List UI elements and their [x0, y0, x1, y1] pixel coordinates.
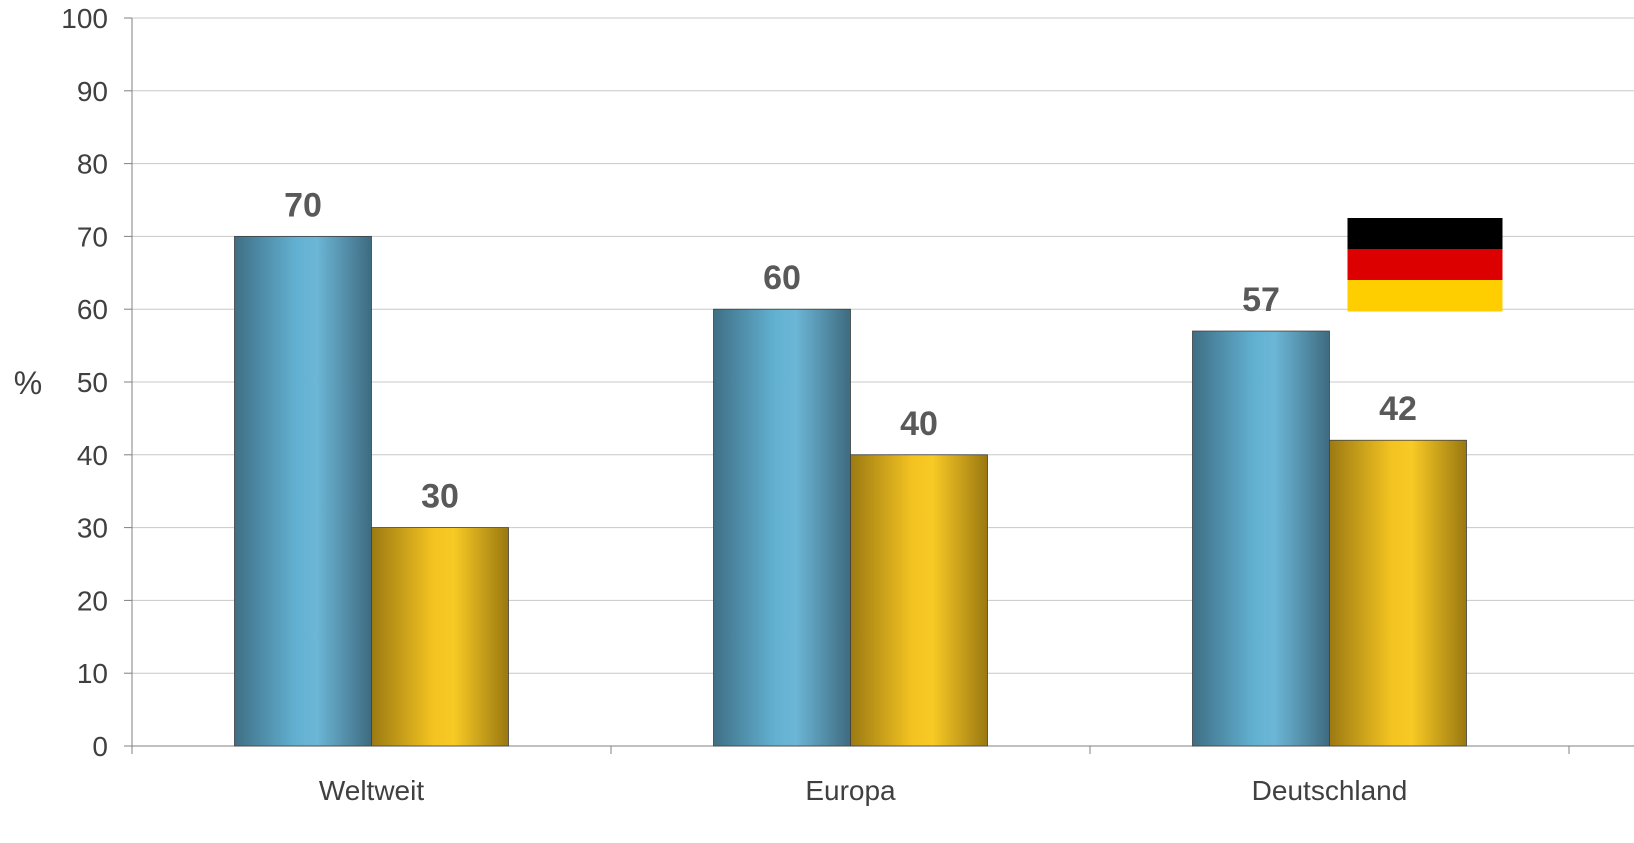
data-label: 70: [284, 186, 322, 224]
bar: [850, 454, 988, 747]
y-tick-label: 40: [77, 440, 108, 471]
bar: [234, 235, 372, 747]
y-tick-label: 100: [61, 3, 108, 34]
flag-stripe: [1347, 218, 1503, 250]
y-tick-label: 70: [77, 221, 108, 252]
bar: [1329, 439, 1467, 747]
bar: [713, 308, 851, 747]
bar: [371, 527, 509, 747]
bars: [234, 235, 1467, 747]
y-tick-label: 60: [77, 294, 108, 325]
data-label: 42: [1379, 390, 1417, 428]
data-label: 60: [763, 259, 801, 297]
data-label: 30: [421, 478, 459, 516]
y-tick-label: 0: [92, 731, 108, 762]
y-tick-label: 30: [77, 513, 108, 544]
x-tick-label: Weltweit: [319, 775, 425, 806]
flag-stripe: [1347, 249, 1503, 281]
y-tick-label: 20: [77, 585, 108, 616]
y-tick-label: 10: [77, 658, 108, 689]
x-tick-label: Europa: [805, 775, 896, 806]
y-axis-label: %: [14, 365, 42, 401]
data-labels: 70 30 60 40 57 42: [284, 186, 1417, 515]
germany-flag-icon: [1347, 218, 1503, 312]
axes: 0 10 20 30 40 50 60 70 80 90 100% Weltweit Europa Deu…: [14, 3, 1634, 806]
y-tick-label: 50: [77, 367, 108, 398]
data-label: 40: [900, 405, 938, 443]
y-tick-label: 90: [77, 76, 108, 107]
data-label: 57: [1242, 281, 1280, 319]
y-tick-label: 80: [77, 149, 108, 180]
flag-stripe: [1347, 280, 1503, 312]
x-tick-label: Deutschland: [1252, 775, 1408, 806]
bar: [1192, 330, 1330, 747]
